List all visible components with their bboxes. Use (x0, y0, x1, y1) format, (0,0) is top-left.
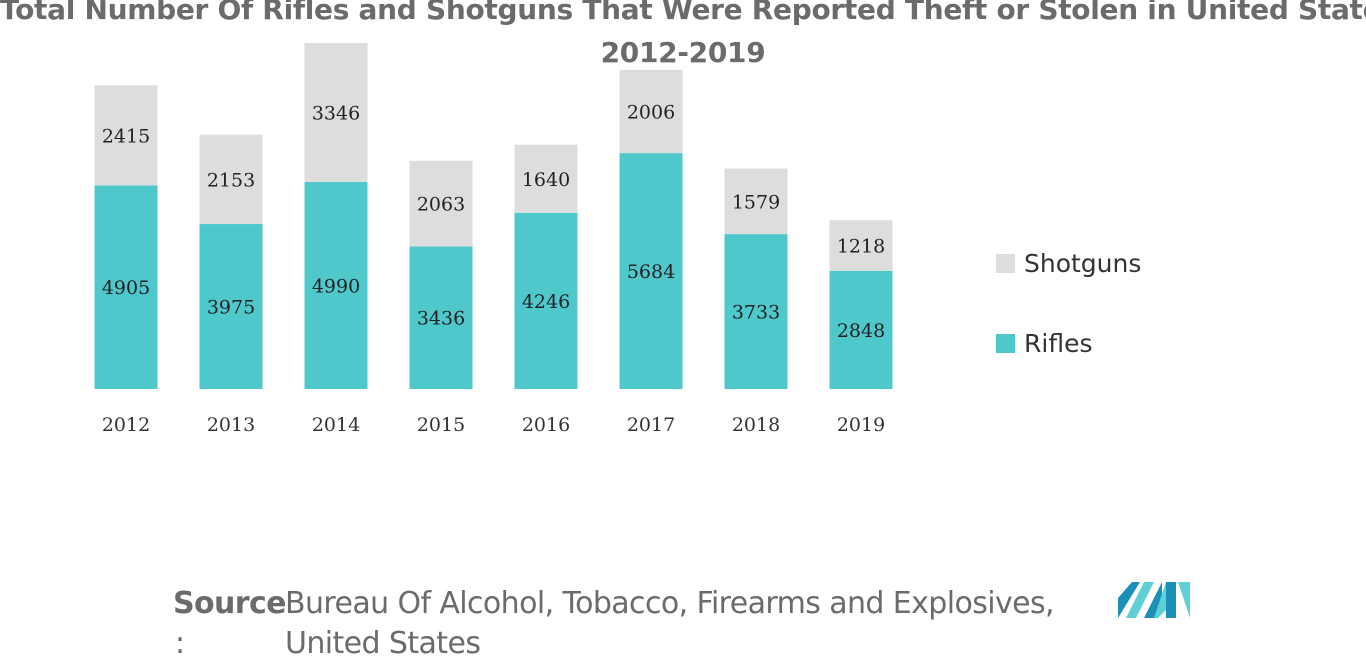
legend-item-rifles: Rifles (996, 328, 1141, 358)
chart-title: Total Number Of Rifles and Shotguns That… (0, 0, 1366, 74)
bar-rifles-2012 (94, 185, 158, 389)
source-colon: : (175, 626, 185, 661)
data-label-shotguns-2016: 1640 (522, 169, 570, 191)
data-label-rifles-2019: 2848 (837, 320, 885, 342)
legend-item-shotguns: Shotguns (996, 248, 1141, 278)
chart-title-line-2: 2012-2019 (600, 36, 766, 69)
x-tick-label-2016: 2016 (522, 414, 570, 436)
data-label-rifles-2013: 3975 (207, 297, 255, 319)
x-tick-label-2018: 2018 (732, 414, 780, 436)
bar-shotguns-2012 (94, 85, 158, 186)
bar-rifles-2018 (724, 234, 788, 389)
data-label-shotguns-2015: 2063 (417, 194, 465, 216)
bar-shotguns-2013 (199, 134, 263, 225)
chart-title-line-1: Total Number Of Rifles and Shotguns That… (0, 0, 1366, 26)
bar-shotguns-2016 (514, 144, 578, 213)
x-tick-label-2019: 2019 (837, 414, 885, 436)
mordor-intelligence-logo-icon (1118, 582, 1190, 618)
data-label-rifles-2014: 4990 (312, 275, 360, 297)
data-label-rifles-2018: 3733 (732, 302, 780, 324)
data-label-shotguns-2012: 2415 (102, 125, 150, 147)
bar-rifles-2017 (619, 153, 683, 389)
data-label-rifles-2017: 5684 (627, 261, 675, 283)
data-label-rifles-2015: 3436 (417, 308, 465, 330)
bar-rifles-2016 (514, 212, 578, 389)
bar-shotguns-2014 (304, 43, 368, 182)
x-tick-label-2017: 2017 (627, 414, 675, 436)
stacked-bar-chart: 4905 2415 2012 3975 2153 2013 4990 3346 2014 3436… (94, 43, 893, 436)
source-text-line-1: Bureau Of Alcohol, Tobacco, Firearms and… (285, 586, 1055, 621)
x-tick-label-2012: 2012 (102, 414, 150, 436)
data-label-shotguns-2017: 2006 (627, 101, 675, 123)
bar-rifles-2019 (829, 270, 893, 389)
data-label-shotguns-2014: 3346 (312, 102, 360, 124)
data-label-shotguns-2013: 2153 (207, 169, 255, 191)
legend-swatch-rifles (996, 333, 1015, 353)
data-label-rifles-2012: 4905 (102, 277, 150, 299)
legend: Shotguns Rifles (996, 248, 1141, 408)
bar-rifles-2014 (304, 181, 368, 389)
bar-shotguns-2018 (724, 168, 788, 235)
x-tick-label-2013: 2013 (207, 414, 255, 436)
legend-label-rifles: Rifles (1024, 328, 1093, 358)
legend-swatch-shotguns (996, 253, 1015, 273)
source-text-line-2: United States (285, 626, 481, 661)
x-tick-label-2015: 2015 (417, 414, 465, 436)
data-label-shotguns-2018: 1579 (732, 191, 780, 213)
data-label-shotguns-2019: 1218 (837, 236, 885, 258)
bar-shotguns-2017 (619, 69, 683, 154)
source-label: Source (173, 586, 287, 621)
bar-rifles-2013 (199, 224, 263, 389)
x-tick-label-2014: 2014 (312, 414, 360, 436)
data-label-rifles-2016: 4246 (522, 291, 570, 313)
bar-shotguns-2019 (829, 220, 893, 271)
legend-label-shotguns: Shotguns (1024, 248, 1142, 278)
bar-rifles-2015 (409, 246, 473, 389)
bar-shotguns-2015 (409, 160, 473, 247)
